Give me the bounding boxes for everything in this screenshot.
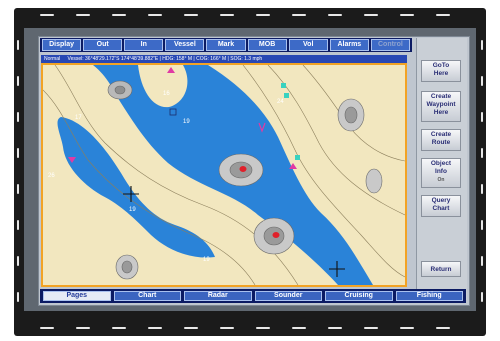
tab-sounder[interactable]: Sounder <box>254 291 322 301</box>
query-chart-button[interactable]: Query Chart <box>421 195 461 217</box>
mounting-hole <box>112 327 126 329</box>
mounting-hole <box>17 76 19 86</box>
vessel-heading-marker <box>258 122 266 133</box>
mounting-hole <box>76 327 90 329</box>
crosshair-cursor <box>123 186 139 202</box>
mounting-hole <box>400 327 414 329</box>
mounting-hole <box>17 292 19 302</box>
mounting-hole <box>17 256 19 266</box>
crosshair-cursor <box>329 261 345 277</box>
mounting-hole <box>481 148 483 158</box>
mounting-hole <box>40 14 54 16</box>
mounting-hole <box>481 292 483 302</box>
map-cursors <box>123 186 345 277</box>
mounting-hole <box>256 327 270 329</box>
goto-here-button[interactable]: GoTo Here <box>421 60 461 82</box>
menu-vessel[interactable]: Vessel <box>165 39 205 51</box>
buoy-marker <box>295 155 300 160</box>
bottom-page-bar: Pages Chart Radar Sounder Cruising Fishi… <box>40 289 466 303</box>
object-info-button[interactable]: Object Info On <box>421 158 461 188</box>
mounting-hole <box>17 220 19 230</box>
tab-cruising[interactable]: Cruising <box>325 291 393 301</box>
menu-zoom-in[interactable]: In <box>124 39 164 51</box>
depth-label: 19 <box>183 119 190 125</box>
mounting-hole <box>17 112 19 122</box>
mounting-hole <box>148 14 162 16</box>
channel-marker <box>289 163 297 169</box>
menu-alarms[interactable]: Alarms <box>329 39 369 51</box>
create-route-button[interactable]: Create Route <box>421 129 461 151</box>
menu-display[interactable]: Display <box>42 39 82 51</box>
waypoint-box <box>169 108 177 116</box>
tab-chart[interactable]: Chart <box>113 291 181 301</box>
mounting-hole <box>481 112 483 122</box>
buoy-marker <box>284 93 289 98</box>
mounting-hole <box>292 327 306 329</box>
nautical-chart[interactable]: 16 19 17 24 26 19 19 <box>41 63 407 287</box>
mounting-hole <box>436 14 450 16</box>
create-waypoint-here-button[interactable]: Create Waypoint Here <box>421 91 461 122</box>
mounting-hole <box>76 14 90 16</box>
menu-mark[interactable]: Mark <box>206 39 246 51</box>
depth-label: 26 <box>48 173 55 179</box>
mounting-hole <box>184 14 198 16</box>
status-bar: Normal Vessel: 36°48'29.172"S 174°48'39.… <box>41 55 407 63</box>
channel-marker <box>167 67 175 73</box>
mounting-hole <box>17 40 19 50</box>
depth-labels: 16 19 17 24 26 19 19 <box>48 91 284 263</box>
depth-label: 24 <box>277 99 284 105</box>
mounting-hole <box>364 327 378 329</box>
buoy-marker <box>281 83 286 88</box>
navigation-aids <box>68 67 300 169</box>
mounting-hole <box>292 14 306 16</box>
mounting-hole <box>481 184 483 194</box>
sidebar: GoTo Here Create Waypoint Here Create Route … <box>416 38 467 300</box>
mounting-hole <box>184 327 198 329</box>
mounting-hole <box>256 14 270 16</box>
top-menu-bar: Display Out In Vessel Mark MOB Vol Alarm… <box>40 38 412 52</box>
mounting-hole <box>148 327 162 329</box>
depth-label: 16 <box>163 91 170 97</box>
menu-control: Control <box>370 39 410 51</box>
menu-volume[interactable]: Vol <box>288 39 328 51</box>
channel-marker <box>68 157 76 163</box>
vessel-position-readout: Vessel: 36°48'29.172"S 174°48'39.882"E |… <box>67 56 263 62</box>
island-north <box>138 65 188 108</box>
mounting-hole <box>220 327 234 329</box>
peak-markers <box>239 166 280 238</box>
mounting-hole <box>17 184 19 194</box>
mounting-hole <box>481 256 483 266</box>
menu-mob[interactable]: MOB <box>247 39 287 51</box>
depth-label: 17 <box>75 115 82 121</box>
mounting-hole <box>364 14 378 16</box>
mounting-hole <box>400 14 414 16</box>
mounting-hole <box>481 76 483 86</box>
menu-zoom-out[interactable]: Out <box>83 39 123 51</box>
mounting-hole <box>328 327 342 329</box>
chart-canvas[interactable]: 16 19 17 24 26 19 19 <box>43 65 405 285</box>
tab-pages[interactable]: Pages <box>43 291 111 301</box>
depth-label: 19 <box>129 207 136 213</box>
mounting-hole <box>328 14 342 16</box>
mounting-hole <box>17 148 19 158</box>
channel-inlet <box>57 117 216 258</box>
mounting-hole <box>40 327 54 329</box>
mounting-hole <box>481 40 483 50</box>
mounting-hole <box>481 220 483 230</box>
mounting-hole <box>112 14 126 16</box>
tab-fishing[interactable]: Fishing <box>395 291 463 301</box>
tab-radar[interactable]: Radar <box>184 291 252 301</box>
return-button[interactable]: Return <box>421 261 461 277</box>
depth-label: 19 <box>203 257 210 263</box>
mounting-hole <box>220 14 234 16</box>
status-mode: Normal <box>44 56 61 62</box>
mounting-hole <box>436 327 450 329</box>
